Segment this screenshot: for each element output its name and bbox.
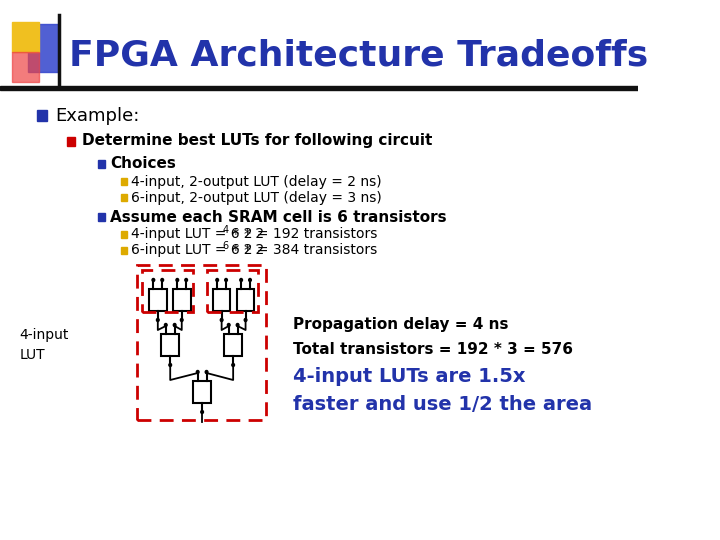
Bar — [97, 213, 104, 221]
Circle shape — [228, 323, 230, 327]
Circle shape — [176, 279, 179, 281]
Bar — [28, 24, 59, 72]
Bar — [97, 160, 104, 168]
Bar — [120, 247, 127, 254]
Bar — [193, 381, 211, 403]
Bar — [0, 86, 639, 90]
Bar — [213, 289, 230, 311]
Text: Total transistors = 192 * 3 = 576: Total transistors = 192 * 3 = 576 — [292, 342, 572, 357]
Circle shape — [232, 363, 235, 367]
Text: 6-input, 2-output LUT (delay = 3 ns): 6-input, 2-output LUT (delay = 3 ns) — [131, 191, 382, 205]
Circle shape — [201, 410, 204, 414]
Text: 6: 6 — [222, 241, 229, 251]
Bar — [120, 178, 127, 185]
Text: Example:: Example: — [55, 107, 140, 125]
Text: * 2 = 384 transistors: * 2 = 384 transistors — [228, 243, 377, 257]
Bar — [149, 289, 166, 311]
Text: 4: 4 — [222, 225, 229, 235]
Circle shape — [185, 279, 187, 281]
Bar — [161, 334, 179, 356]
Bar — [12, 52, 39, 82]
Text: * 2 = 192 transistors: * 2 = 192 transistors — [228, 227, 377, 241]
Circle shape — [205, 370, 208, 374]
Circle shape — [220, 319, 223, 321]
Bar — [138, 265, 266, 420]
Circle shape — [197, 370, 199, 374]
Text: 4-input LUT = 6 * 2: 4-input LUT = 6 * 2 — [131, 227, 264, 241]
Circle shape — [161, 279, 163, 281]
Text: Choices: Choices — [110, 157, 176, 172]
Text: Assume each SRAM cell is 6 transistors: Assume each SRAM cell is 6 transistors — [110, 210, 446, 225]
Text: 4-input LUTs are 1.5x
faster and use 1/2 the area: 4-input LUTs are 1.5x faster and use 1/2… — [292, 367, 592, 414]
Circle shape — [152, 279, 155, 281]
Circle shape — [169, 363, 171, 367]
Bar — [120, 231, 127, 238]
Bar — [207, 270, 258, 312]
Text: FPGA Architecture Tradeoffs: FPGA Architecture Tradeoffs — [69, 39, 649, 73]
Bar — [173, 289, 191, 311]
Circle shape — [164, 323, 167, 327]
Bar — [37, 110, 47, 121]
Text: 4-input, 2-output LUT (delay = 2 ns): 4-input, 2-output LUT (delay = 2 ns) — [131, 175, 382, 189]
Circle shape — [244, 319, 247, 321]
Circle shape — [236, 323, 239, 327]
Circle shape — [216, 279, 219, 281]
Bar — [68, 137, 76, 146]
Text: 4-input
LUT: 4-input LUT — [19, 328, 69, 362]
Bar — [142, 270, 193, 312]
Circle shape — [240, 279, 243, 281]
Circle shape — [181, 319, 183, 321]
Circle shape — [174, 323, 176, 327]
Circle shape — [248, 279, 251, 281]
Text: Determine best LUTs for following circuit: Determine best LUTs for following circui… — [81, 133, 432, 148]
Circle shape — [156, 319, 159, 321]
Bar — [120, 194, 127, 201]
Text: 6-input LUT = 6 * 2: 6-input LUT = 6 * 2 — [131, 243, 264, 257]
Circle shape — [225, 279, 228, 281]
Bar — [237, 289, 254, 311]
Bar — [12, 22, 39, 52]
Bar — [225, 334, 242, 356]
Text: Propagation delay = 4 ns: Propagation delay = 4 ns — [292, 318, 508, 333]
